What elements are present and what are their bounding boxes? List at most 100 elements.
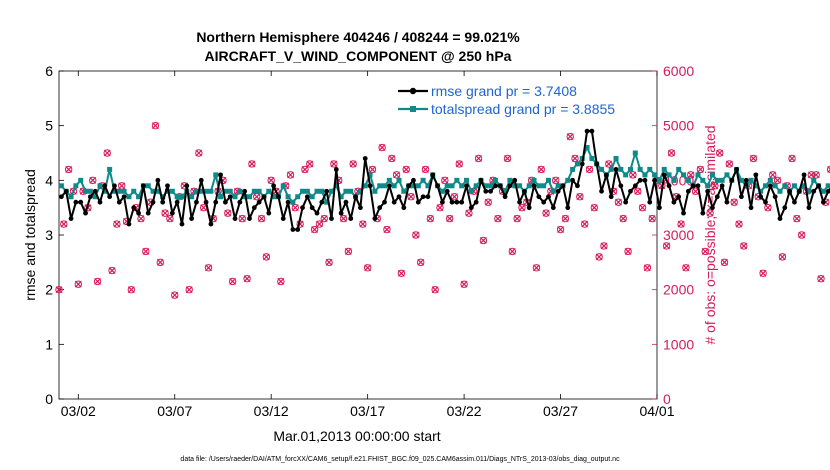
obs-assimilated-marker: [648, 215, 656, 223]
obs-marker: [363, 264, 372, 272]
spread-point: [695, 172, 701, 178]
obs-assimilated-marker: [185, 286, 193, 294]
obs-possible-marker: [301, 165, 309, 174]
obs-possible-marker: [349, 160, 357, 168]
obs-marker: [759, 269, 767, 277]
rmse-point: [502, 194, 508, 200]
obs-possible-marker: [826, 165, 830, 174]
rmse-point: [550, 205, 556, 211]
obs-possible-marker: [330, 160, 338, 168]
rmse-point: [661, 172, 667, 178]
spread-point: [724, 172, 730, 178]
obs-assimilated-marker: [721, 258, 728, 266]
rmse-point: [73, 199, 79, 205]
obs-possible-marker: [600, 242, 608, 250]
obs-marker: [277, 277, 285, 286]
spread-point: [637, 166, 643, 172]
rmse-point: [420, 194, 426, 200]
spread-point: [179, 194, 185, 200]
spread-point: [246, 194, 252, 200]
obs-possible-marker: [667, 149, 676, 157]
obs-marker: [113, 220, 121, 228]
obs-possible-marker: [60, 220, 68, 228]
spread-point: [102, 188, 108, 194]
obs-marker: [204, 264, 213, 272]
obs-assimilated-marker: [113, 220, 121, 228]
obs-marker: [74, 280, 82, 288]
obs-marker: [484, 198, 492, 206]
obs-possible-marker: [778, 253, 787, 261]
obs-marker: [503, 154, 512, 163]
obs-possible-marker: [113, 220, 121, 228]
obs-assimilated-marker: [595, 253, 603, 261]
spread-point: [266, 188, 272, 194]
y-left-axis-label: rmse and totalspread: [22, 169, 38, 301]
spread-point: [68, 194, 74, 200]
obs-assimilated-marker: [315, 220, 323, 228]
spread-point: [681, 172, 687, 178]
spread-point: [589, 155, 595, 161]
obs-possible-marker: [421, 165, 430, 174]
y-left-tick-label: 5: [45, 118, 53, 134]
obs-possible-marker: [243, 275, 251, 283]
spread-point: [627, 166, 633, 172]
rmse-point: [362, 156, 368, 161]
spread-point: [145, 183, 151, 189]
obs-possible-marker: [402, 165, 410, 174]
obs-marker: [224, 209, 232, 217]
spread-point: [304, 188, 310, 194]
rmse-point: [748, 205, 754, 211]
spread-point: [642, 172, 648, 178]
obs-assimilated-marker: [494, 215, 502, 223]
x-axis-ticks: 03/02 03/07 03/12 03/17 03/22 03/27 04/01: [61, 71, 675, 419]
obs-assimilated-marker: [614, 198, 622, 206]
rmse-point: [232, 216, 238, 222]
obs-possible-marker: [585, 165, 594, 174]
spread-point: [545, 177, 551, 183]
obs-marker: [55, 285, 63, 294]
spread-point: [425, 183, 431, 189]
spread-point: [449, 183, 455, 189]
rmse-point: [425, 194, 431, 200]
spread-point: [705, 183, 711, 189]
rmse-point: [116, 199, 122, 205]
rmse-point: [280, 216, 286, 222]
obs-possible-marker: [513, 214, 521, 223]
obs-marker: [320, 214, 328, 223]
obs-possible-marker: [580, 220, 589, 228]
obs-assimilated-marker: [793, 215, 801, 223]
obs-marker: [817, 275, 825, 283]
rmse-point: [251, 205, 257, 211]
rmse-point: [579, 161, 585, 167]
obs-assimilated-marker: [740, 242, 748, 250]
obs-possible-marker: [267, 176, 275, 185]
obs-assimilated-marker: [750, 155, 757, 162]
rmse-point: [304, 194, 310, 200]
obs-assimilated-marker: [629, 171, 637, 179]
obs-assimilated-marker: [74, 280, 82, 288]
obs-possible-marker: [55, 285, 63, 294]
obs-marker: [286, 171, 295, 179]
obs-marker: [257, 214, 266, 223]
spread-point: [753, 183, 759, 189]
rmse-point: [386, 183, 392, 189]
rmse-point: [300, 205, 305, 211]
rmse-point: [507, 183, 513, 189]
rmse-point: [536, 194, 542, 200]
rmse-point: [700, 210, 706, 216]
spread-point: [811, 177, 817, 183]
obs-assimilated-marker: [325, 258, 333, 266]
obs-marker: [590, 203, 599, 212]
spread-point: [111, 188, 117, 194]
obs-assimilated-marker: [682, 264, 690, 272]
obs-assimilated-marker: [774, 176, 781, 184]
spread-point: [574, 161, 580, 167]
y-left-tick-label: 0: [45, 391, 53, 407]
obs-possible-marker: [715, 149, 724, 157]
obs-marker: [494, 214, 502, 223]
obs-marker: [339, 214, 348, 223]
rmse-point: [637, 177, 643, 183]
obs-possible-marker: [561, 214, 570, 223]
rmse-point: [806, 205, 812, 211]
rmse-point: [603, 172, 609, 178]
